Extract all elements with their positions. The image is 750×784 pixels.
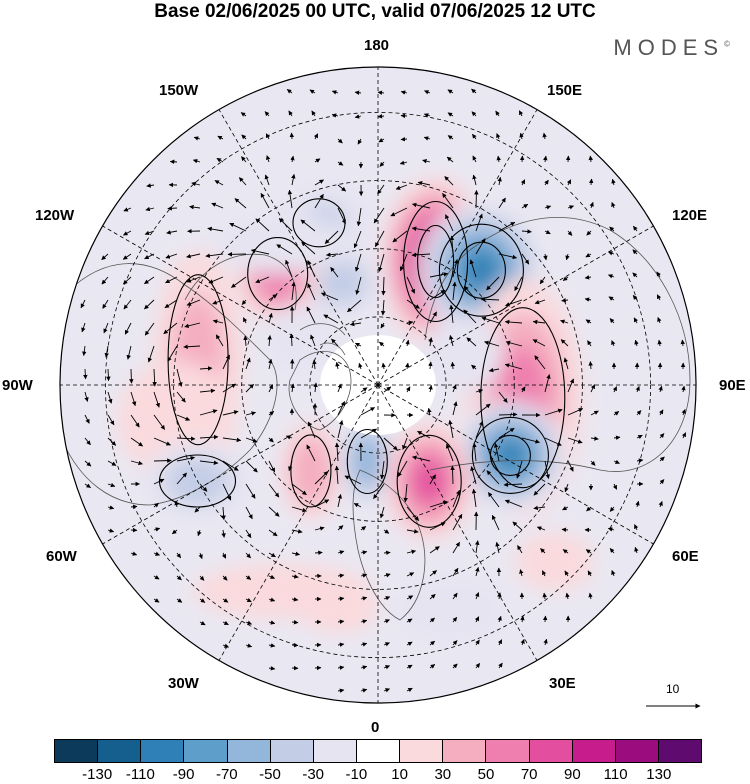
label-lon-30e: 30E	[549, 675, 576, 693]
wind-vector	[452, 362, 453, 369]
wind-vector	[131, 369, 132, 383]
colorbar-swatch-7	[357, 740, 400, 762]
wind-vector	[154, 461, 171, 462]
label-lon-0: 0	[371, 719, 379, 737]
map-disc	[40, 50, 720, 730]
colorbar-swatch-14	[659, 740, 701, 762]
colorbar-swatch-1	[98, 740, 141, 762]
colorbar-swatch-5	[271, 740, 314, 762]
colorbar-swatch-2	[141, 740, 184, 762]
colorbar-tick-label: 130	[646, 766, 671, 784]
label-lon-90e: 90E	[719, 377, 746, 395]
colorbar-swatch-3	[184, 740, 227, 762]
wind-vector	[545, 616, 546, 622]
colorbar-swatch-11	[530, 740, 573, 762]
colorbar-tick-label: 70	[521, 766, 538, 784]
anomaly-blob-15-level-1	[418, 589, 484, 631]
label-lon-60e: 60E	[672, 548, 699, 566]
colorbar	[54, 739, 702, 763]
colorbar-tick-label: -70	[216, 766, 238, 784]
label-lon-90w: 90W	[2, 377, 33, 395]
colorbar-swatch-6	[314, 740, 357, 762]
colorbar-tick-label: -90	[173, 766, 195, 784]
colorbar-tick-label: 110	[604, 766, 628, 784]
colorbar-swatch-9	[443, 740, 486, 762]
colorbar-tick-label: -130	[82, 766, 112, 784]
wind-vector	[170, 162, 177, 163]
wind-vector	[315, 552, 322, 553]
wind-vector	[291, 334, 292, 346]
colorbar-tick-label: -10	[346, 766, 368, 784]
wind-vector	[401, 139, 407, 140]
wind-vector	[452, 466, 453, 484]
anomaly-blob-5-level-1	[237, 226, 321, 262]
wind-vector	[292, 133, 293, 139]
label-lon-150e: 150E	[547, 82, 582, 100]
colorbar-swatch-8	[400, 740, 443, 762]
wind-vector	[591, 179, 592, 185]
wind-vector	[499, 414, 517, 415]
colorbar-tick-label: 90	[564, 766, 581, 784]
polar-map	[0, 0, 750, 730]
anomaly-blob-16-level-0	[299, 584, 379, 634]
wind-vector	[401, 116, 407, 117]
wind-vector	[168, 208, 177, 209]
label-lon-120e: 120E	[672, 207, 707, 225]
anomaly-blob-10-level-2	[298, 450, 324, 493]
label-lon-120w: 120W	[35, 207, 74, 225]
colorbar-tick-label: -30	[302, 766, 324, 784]
label-lon-30w: 30W	[168, 675, 199, 693]
anomaly-blob-12-level-3	[414, 461, 444, 501]
wind-vector	[384, 552, 390, 553]
reference-vector-label: 10	[666, 682, 679, 696]
label-lon-150w: 150W	[159, 82, 198, 100]
label-lon-60w: 60W	[46, 548, 77, 566]
colorbar-tick-label: -110	[126, 766, 155, 784]
colorbar-swatch-0	[55, 740, 98, 762]
anomaly-blob-17-level-0	[515, 532, 595, 592]
colorbar-tick-label: -50	[259, 766, 281, 784]
wind-vector	[85, 369, 86, 379]
colorbar-swatch-13	[616, 740, 659, 762]
wind-vector	[108, 369, 109, 381]
colorbar-swatch-12	[573, 740, 616, 762]
colorbar-tick-label: 10	[391, 766, 408, 784]
colorbar-tick-label: 50	[478, 766, 495, 784]
colorbar-swatch-10	[486, 740, 529, 762]
label-lon-180: 180	[364, 37, 389, 55]
colorbar-tick-label: 30	[434, 766, 451, 784]
colorbar-swatch-4	[228, 740, 271, 762]
